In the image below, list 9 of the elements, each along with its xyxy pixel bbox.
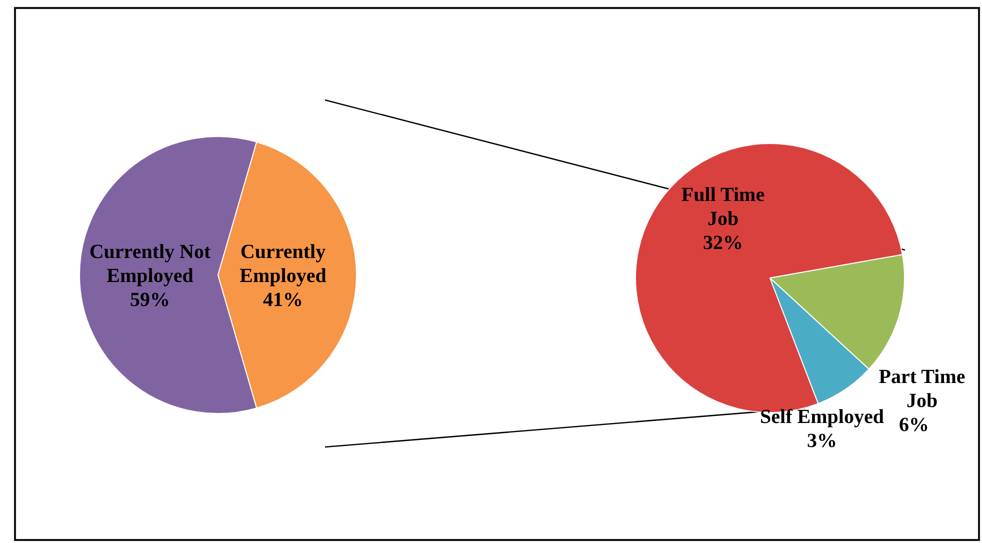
data-label: 6% xyxy=(899,414,929,436)
slice-label: Full Time Job xyxy=(681,184,765,230)
slice-label: Currently Employed xyxy=(240,241,326,288)
slice-label: Self Employed xyxy=(760,406,884,428)
data-label: 3% xyxy=(807,430,837,452)
slice-label: Currently Not Employed xyxy=(89,241,211,288)
data-label: 59% xyxy=(130,289,170,312)
data-label: 32% xyxy=(703,232,743,254)
data-label: 41% xyxy=(263,289,303,312)
